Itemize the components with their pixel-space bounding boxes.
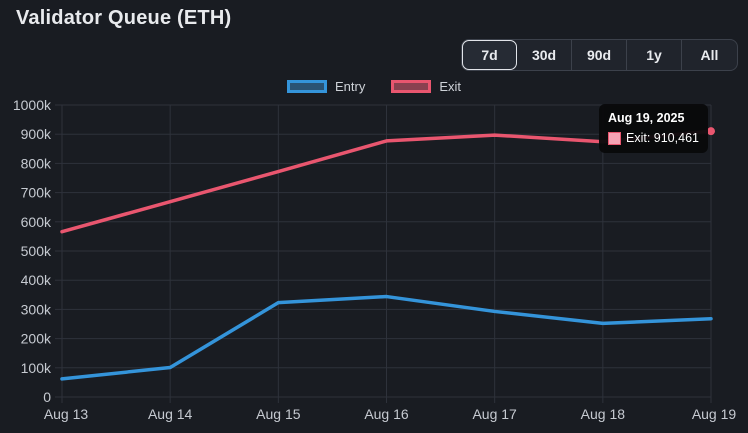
range-selector: 7d 30d 90d 1y All [461,39,738,71]
highlighted-point [707,127,715,136]
range-button-30d[interactable]: 30d [517,40,572,70]
y-axis-label: 300k [21,301,52,317]
range-button-all[interactable]: All [682,40,737,70]
entry-legend-swatch-icon [286,80,327,93]
y-axis-label: 900k [21,126,52,142]
x-axis-label: Aug 17 [472,406,517,422]
legend-item-entry[interactable]: Entry [286,79,366,94]
y-axis-label: 1000k [13,97,52,113]
legend-label-exit: Exit [439,79,461,94]
entry-line [60,294,713,381]
legend-item-exit[interactable]: Exit [391,79,461,94]
x-axis-label: Aug 13 [44,406,89,422]
y-axis-label: 800k [21,155,52,171]
y-axis-label: 100k [21,360,52,376]
y-axis-label: 200k [21,331,52,347]
y-axis-label: 0 [43,389,51,405]
x-axis-label: Aug 19 [692,406,737,422]
range-button-1y[interactable]: 1y [627,40,682,70]
chart-legend: Entry Exit [0,79,748,94]
range-button-90d[interactable]: 90d [572,40,627,70]
x-axis-label: Aug 16 [364,406,409,422]
y-axis-label: 600k [21,214,52,230]
x-axis-label: Aug 18 [581,406,626,422]
x-axis-label: Aug 15 [256,406,301,422]
y-axis-label: 700k [21,185,52,201]
y-axis-label: 400k [21,272,52,288]
page-title: Validator Queue (ETH) [16,7,232,29]
y-axis-label: 500k [21,243,52,259]
legend-label-entry: Entry [334,79,366,94]
x-axis-label: Aug 14 [148,406,193,422]
range-button-7d[interactable]: 7d [462,40,517,70]
exit-legend-swatch-icon [391,80,432,93]
